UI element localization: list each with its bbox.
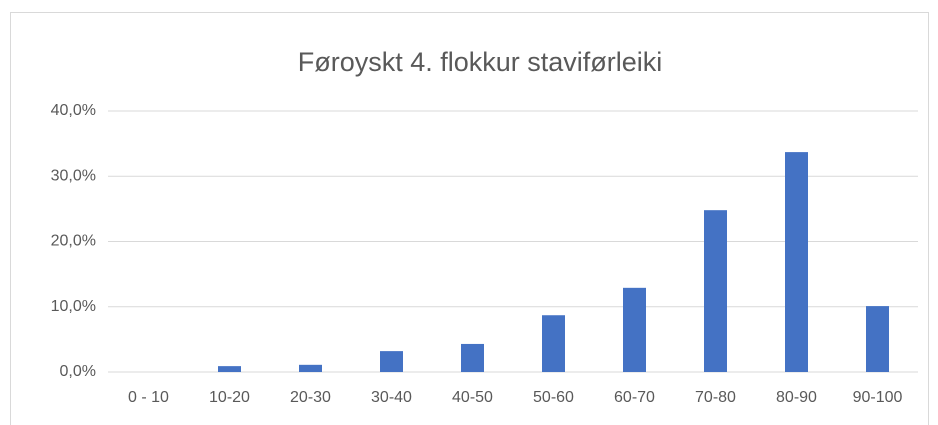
x-tick-label: 90-100 [853,389,903,406]
bar [542,315,565,372]
y-tick-label: 10,0% [51,298,96,315]
bar [623,287,646,372]
bar [299,364,322,372]
x-tick-label: 50-60 [533,389,574,406]
y-tick-label: 0,0% [60,363,96,380]
y-tick-label: 30,0% [51,167,96,184]
y-tick-label: 40,0% [51,102,96,119]
x-tick-label: 10-20 [209,389,250,406]
chart-title: Føroyskt 4. flokkur staviførleiki [298,47,663,77]
y-tick-label: 20,0% [51,233,96,250]
bar [461,343,484,372]
x-tick-label: 80-90 [776,389,817,406]
x-tick-label: 60-70 [614,389,655,406]
x-tick-label: 70-80 [695,389,736,406]
bar [380,351,403,372]
x-tick-label: 0 - 10 [128,389,169,406]
x-tick-label: 40-50 [452,389,493,406]
bar [785,152,808,372]
x-tick-label: 30-40 [371,389,412,406]
bar [866,306,889,372]
bar [218,366,241,372]
bar [704,210,727,372]
x-tick-label: 20-30 [290,389,331,406]
